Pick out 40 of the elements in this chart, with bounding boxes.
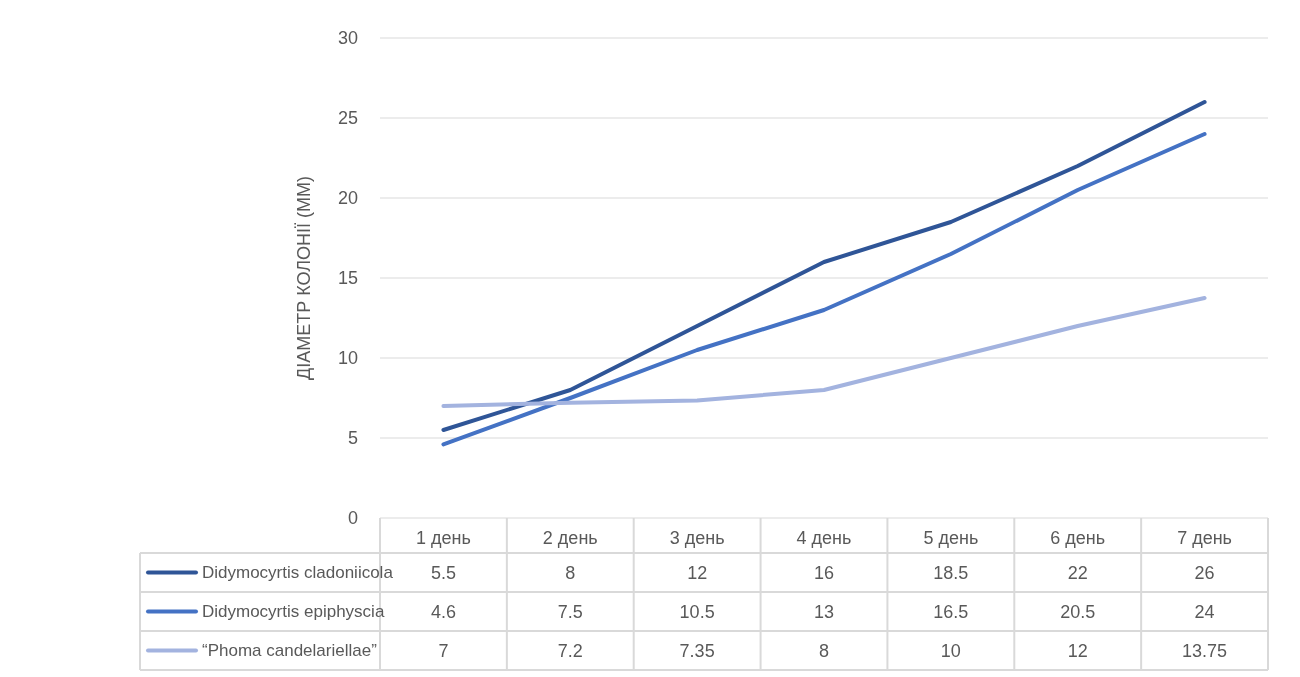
data-label: 26 bbox=[1194, 562, 1215, 583]
data-label: 12 bbox=[687, 562, 708, 583]
y-tick-label: 5 bbox=[347, 428, 358, 449]
y-tick-label: 10 bbox=[337, 348, 358, 369]
y-tick-label: 0 bbox=[347, 508, 358, 529]
legend-label: “Phoma candelariellae” bbox=[202, 641, 378, 661]
data-label: 22 bbox=[1067, 562, 1088, 583]
data-label: 7.35 bbox=[679, 640, 715, 661]
x-tick-label: 5 день bbox=[923, 527, 979, 548]
x-tick-label: 6 день bbox=[1050, 527, 1106, 548]
data-label: 10.5 bbox=[679, 601, 715, 622]
x-tick-label: 1 день bbox=[416, 527, 471, 548]
legend-label: Didymocyrtis epiphyscia bbox=[202, 602, 385, 622]
data-label: 7 bbox=[438, 640, 449, 661]
data-label: 8 bbox=[565, 562, 576, 583]
line-series bbox=[441, 296, 1207, 408]
data-label: 13.75 bbox=[1182, 640, 1228, 661]
x-tick-label: 2 день bbox=[542, 527, 598, 548]
data-label: 24 bbox=[1194, 601, 1215, 622]
x-tick-label: 7 день bbox=[1177, 527, 1232, 548]
data-label: 7.5 bbox=[557, 601, 583, 622]
data-label: 18.5 bbox=[933, 562, 969, 583]
data-label: 4.6 bbox=[430, 601, 456, 622]
y-tick-label: 15 bbox=[337, 268, 358, 289]
x-tick-label: 4 день bbox=[796, 527, 852, 548]
data-label: 13 bbox=[813, 601, 835, 622]
data-label: 5.5 bbox=[430, 562, 456, 583]
y-tick-label: 30 bbox=[337, 28, 358, 49]
data-label: 16.5 bbox=[933, 601, 969, 622]
data-label: 8 bbox=[818, 640, 830, 661]
x-tick-label: 3 день bbox=[669, 527, 725, 548]
data-label: 10 bbox=[940, 640, 961, 661]
y-tick-label: 20 bbox=[337, 188, 358, 209]
data-label: 12 bbox=[1067, 640, 1088, 661]
data-label: 7.2 bbox=[557, 640, 583, 661]
data-label: 20.5 bbox=[1060, 601, 1096, 622]
y-tick-label: 25 bbox=[337, 108, 358, 129]
y-axis-title: ДІАМЕТР КОЛОНІЇ (ММ) bbox=[294, 175, 314, 381]
legend-label: Didymocyrtis cladoniicola bbox=[202, 563, 394, 583]
data-label: 16 bbox=[813, 562, 835, 583]
